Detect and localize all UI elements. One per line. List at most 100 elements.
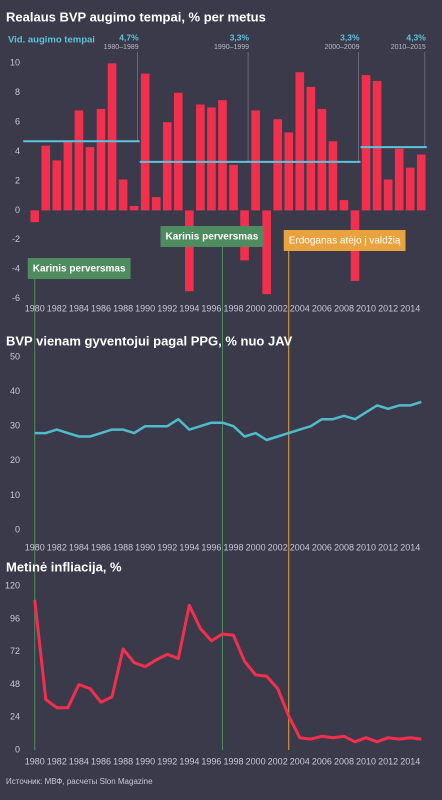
- bar: [405, 167, 415, 211]
- x-tick-label: 1992: [157, 756, 177, 766]
- y-tick-label: 6: [15, 117, 20, 127]
- x-tick-label: 2012: [378, 542, 398, 552]
- bar: [218, 100, 227, 211]
- bar: [284, 132, 294, 211]
- bar: [30, 210, 40, 223]
- bar: [74, 110, 84, 211]
- average-value-label: 3,3%: [340, 32, 360, 42]
- average-period: 2000–2009: [324, 44, 359, 51]
- x-tick-label: 1980: [25, 303, 45, 313]
- x-tick-label: 2006: [312, 756, 332, 766]
- x-tick-label: 2000: [246, 756, 266, 766]
- x-tick-label: 1982: [47, 542, 67, 552]
- x-tick-label: 2002: [268, 303, 288, 313]
- y-tick-label: 0: [15, 524, 20, 534]
- x-tick-label: 2006: [312, 542, 332, 552]
- x-tick-label: 2002: [268, 756, 288, 766]
- x-tick-label: 2006: [312, 303, 332, 313]
- average-period: 1990–1999: [214, 44, 249, 51]
- x-tick-label: 2014: [400, 303, 420, 313]
- bar: [85, 147, 95, 211]
- bar: [151, 197, 161, 211]
- x-tick-label: 1986: [91, 542, 111, 552]
- x-tick-label: 1980: [25, 542, 45, 552]
- line: [33, 599, 422, 744]
- bar: [394, 148, 404, 211]
- x-tick-label: 1998: [224, 756, 244, 766]
- x-tick-label: 1990: [135, 756, 155, 766]
- bar: [118, 179, 128, 211]
- x-tick-label: 2012: [378, 303, 398, 313]
- x-tick-label: 1996: [201, 303, 221, 313]
- bar: [196, 104, 205, 211]
- bar: [295, 72, 305, 211]
- y-tick-label: 24: [10, 712, 20, 722]
- bar: [262, 210, 271, 295]
- x-tick-label: 2008: [334, 756, 354, 766]
- average-value-label: 4,3%: [406, 32, 426, 42]
- x-tick-label: 2010: [356, 542, 376, 552]
- y-tick-label: 48: [10, 679, 20, 689]
- y-tick-label: 96: [10, 613, 20, 623]
- bar: [185, 210, 194, 292]
- y-tick-label: 8: [15, 87, 20, 97]
- x-tick-label: 2000: [246, 542, 266, 552]
- x-tick-label: 1986: [91, 303, 111, 313]
- event-label: Karinis perversmas: [33, 264, 126, 275]
- x-tick-label: 2008: [334, 542, 354, 552]
- x-tick-label: 2012: [378, 756, 398, 766]
- x-tick-label: 1990: [135, 303, 155, 313]
- x-tick-label: 2010: [356, 756, 376, 766]
- y-tick-label: 50: [10, 351, 20, 361]
- event-box: [283, 230, 406, 251]
- x-tick-label: 1988: [113, 542, 133, 552]
- bar: [107, 63, 117, 211]
- x-tick-label: 1994: [179, 303, 199, 313]
- event-label: Karinis perversmas: [165, 232, 258, 243]
- line: [34, 400, 422, 442]
- x-tick-label: 2014: [400, 542, 420, 552]
- x-tick-label: 1994: [179, 756, 199, 766]
- bar: [52, 160, 62, 211]
- x-tick-label: 1990: [135, 542, 155, 552]
- x-tick-label: 2014: [400, 756, 420, 766]
- bar: [306, 86, 316, 211]
- x-tick-label: 1980: [25, 756, 45, 766]
- event-label: Erdoganas atėjo į valdžią: [289, 236, 401, 247]
- event-box: [160, 226, 264, 247]
- y-tick-label: -4: [12, 264, 20, 274]
- bar: [140, 73, 150, 211]
- x-tick-label: 1998: [224, 542, 244, 552]
- bar: [317, 108, 327, 211]
- y-tick-label: 20: [10, 455, 20, 465]
- y-tick-label: 0: [15, 205, 20, 215]
- chart-title: Realaus BVP augimo tempai, % per metus: [6, 9, 266, 24]
- bar: [207, 107, 216, 211]
- average-value-label: 4,7%: [119, 32, 139, 42]
- x-tick-label: 1994: [179, 542, 199, 552]
- x-tick-label: 1992: [157, 542, 177, 552]
- x-tick-label: 2008: [334, 303, 354, 313]
- bar: [339, 200, 349, 211]
- chart-title: BVP vienam gyventojui pagal PPG, % nuo J…: [6, 333, 293, 348]
- bar: [328, 141, 338, 211]
- x-tick-label: 2004: [290, 542, 310, 552]
- y-tick-label: 2: [15, 175, 20, 185]
- y-tick-label: 0: [15, 744, 20, 754]
- bar: [96, 108, 106, 211]
- x-tick-label: 2004: [290, 303, 310, 313]
- x-tick-label: 1984: [69, 303, 89, 313]
- bar: [229, 164, 238, 211]
- event-layer: [34, 246, 290, 750]
- chart-title: Metinė infliacija, %: [6, 559, 122, 574]
- y-tick-label: 40: [10, 386, 20, 396]
- bar: [361, 75, 371, 211]
- x-tick-label: 1982: [47, 756, 67, 766]
- averages-legend: Vid. augimo tempai: [8, 35, 95, 46]
- y-tick-label: 120: [5, 581, 20, 591]
- event-box: [27, 258, 131, 279]
- bar: [383, 179, 393, 211]
- bar: [63, 141, 73, 211]
